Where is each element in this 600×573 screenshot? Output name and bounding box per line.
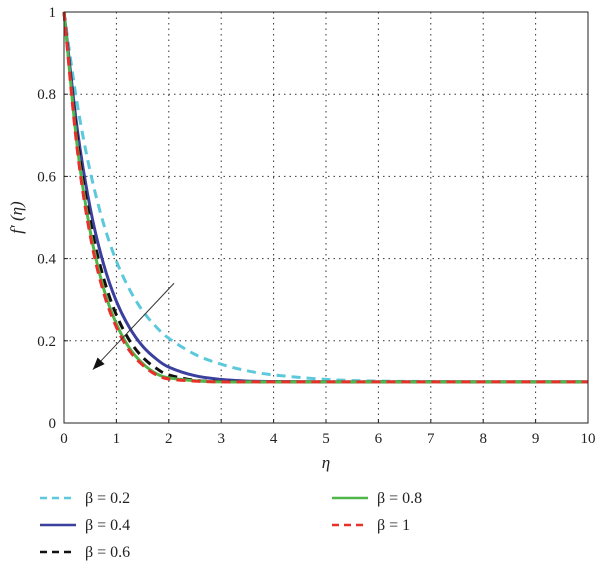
y-tick-labels: 0 0.2 0.4 0.6 0.8 1 [37,5,68,432]
x-tick-labels: 0 1 2 3 4 5 6 7 8 9 10 [60,419,596,447]
y-tick-label: 0.2 [37,334,56,350]
x-tick-label: 6 [375,431,383,447]
x-tick-label: 1 [113,431,121,447]
y-tick-label: 1 [49,5,57,21]
grid-lines [64,12,588,423]
y-tick-label: 0.6 [37,169,56,185]
x-tick-label: 3 [217,431,225,447]
legend-label: β = 0.4 [85,517,130,534]
x-tick-label: 10 [581,431,596,447]
arrow-shaft [92,282,175,370]
x-tick-label: 5 [322,431,330,447]
series-line-3 [62,11,588,384]
legend-label: β = 0.8 [377,490,422,507]
y-axis-label: f′ (η) [7,201,26,234]
x-tick-label: 7 [427,431,435,447]
x-tick-label: 4 [270,431,278,447]
legend: β = 0.2 β = 0.4 β = 0.6 β = 0.8 β = 1 [40,490,422,561]
legend-label: β = 0.2 [85,490,130,507]
arrow-head [92,357,105,370]
y-tick-label: 0 [49,416,57,432]
x-tick-label: 2 [165,431,173,447]
legend-label: β = 1 [377,517,410,534]
x-tick-label: 9 [532,431,540,447]
y-tick-label: 0.8 [37,87,56,103]
series-line-4 [62,11,588,384]
legend-label: β = 0.6 [85,544,130,561]
x-tick-label: 0 [60,431,68,447]
x-axis-label: η [322,453,330,472]
series-curves [62,11,588,384]
x-tick-label: 8 [479,431,487,447]
y-tick-label: 0.4 [37,252,56,268]
trend-arrow [92,282,175,370]
